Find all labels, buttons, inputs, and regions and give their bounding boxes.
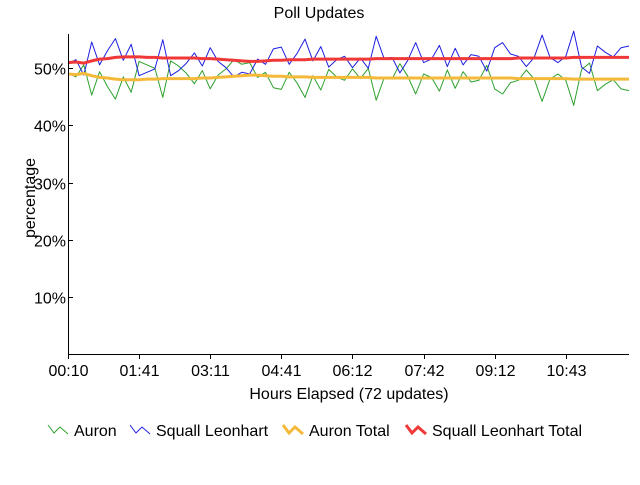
y-axis-ticks: 10% 20% 30% 40% 50% xyxy=(34,62,73,308)
x-tick-label: 09:12 xyxy=(475,363,515,380)
legend-item-auron: Auron xyxy=(47,423,117,440)
x-tick-label: 00:10 xyxy=(48,363,88,380)
y-tick-label: 30% xyxy=(34,177,66,194)
legend-item-squall-leonhart-total: Squall Leonhart Total xyxy=(404,423,582,440)
legend-label: Auron xyxy=(74,423,117,440)
y-tick-label: 20% xyxy=(34,234,66,251)
y-tick-label: 10% xyxy=(34,291,66,308)
x-axis-title: Hours Elapsed (72 updates) xyxy=(249,386,448,403)
x-tick-label: 01:41 xyxy=(119,363,159,380)
legend-item-auron-total: Auron Total xyxy=(281,423,390,440)
y-tick-label: 40% xyxy=(34,119,66,136)
legend-label: Squall Leonhart xyxy=(156,423,269,440)
x-tick-label: 07:42 xyxy=(404,363,444,380)
legend-swatch xyxy=(281,424,304,436)
y-axis-title: percentage xyxy=(22,158,39,238)
legend-swatch xyxy=(129,424,151,435)
x-axis-ticks: 00:10 01:41 03:11 04:41 06:12 07:42 09:12 10:43 xyxy=(48,354,587,380)
series-line-squall-leonhart-total xyxy=(67,55,629,65)
legend: Auron Squall Leonhart Auron Total Squall Le… xyxy=(47,423,582,440)
y-tick-label: 50% xyxy=(34,62,66,79)
series-line-auron xyxy=(67,59,630,106)
legend-item-squall-leonhart: Squall Leonhart xyxy=(129,423,269,440)
x-tick-label: 03:11 xyxy=(191,363,230,380)
x-tick-label: 10:43 xyxy=(546,363,586,380)
series-line-auron-total xyxy=(67,71,629,82)
series-line-squall-leonhart xyxy=(67,30,630,78)
legend-label: Squall Leonhart Total xyxy=(432,423,582,440)
x-tick-label: 06:12 xyxy=(332,363,372,380)
plot-area xyxy=(67,30,630,106)
legend-label: Auron Total xyxy=(309,423,390,440)
x-tick-label: 04:41 xyxy=(261,363,301,380)
legend-swatch xyxy=(47,424,69,435)
legend-swatch xyxy=(404,424,427,436)
chart-title: Poll Updates xyxy=(274,5,365,22)
